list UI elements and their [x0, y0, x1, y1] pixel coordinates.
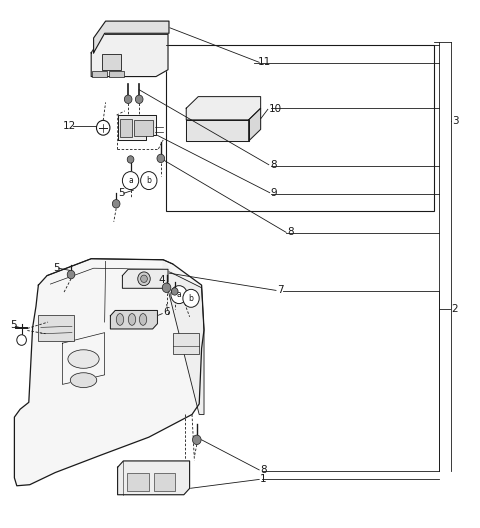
- Text: 12: 12: [62, 121, 76, 130]
- Ellipse shape: [70, 373, 96, 388]
- Circle shape: [157, 154, 165, 163]
- Polygon shape: [118, 115, 156, 140]
- Text: 5: 5: [119, 188, 125, 198]
- Text: 10: 10: [269, 105, 282, 114]
- Polygon shape: [163, 260, 204, 414]
- Circle shape: [124, 95, 132, 103]
- Ellipse shape: [68, 350, 99, 369]
- Text: 7: 7: [277, 286, 284, 295]
- Bar: [154, 473, 175, 491]
- Circle shape: [96, 120, 110, 135]
- Bar: [127, 473, 149, 491]
- Polygon shape: [110, 310, 157, 329]
- Circle shape: [135, 95, 143, 103]
- Polygon shape: [122, 269, 168, 288]
- Bar: [109, 71, 124, 77]
- Text: a: a: [128, 176, 133, 185]
- Text: 8: 8: [287, 228, 294, 237]
- Circle shape: [183, 289, 199, 307]
- Bar: [120, 119, 132, 137]
- Polygon shape: [249, 108, 261, 141]
- Text: 1: 1: [260, 475, 267, 484]
- Polygon shape: [91, 34, 168, 77]
- Polygon shape: [14, 259, 204, 486]
- Bar: [38, 315, 74, 341]
- Bar: [92, 71, 107, 77]
- Ellipse shape: [140, 314, 147, 325]
- Bar: [173, 333, 199, 354]
- Text: 3: 3: [453, 117, 459, 126]
- Bar: [166, 45, 434, 211]
- Text: 5: 5: [11, 320, 17, 329]
- Text: a: a: [177, 290, 181, 299]
- Circle shape: [138, 272, 150, 286]
- Circle shape: [141, 275, 147, 282]
- Polygon shape: [94, 21, 169, 53]
- Circle shape: [17, 335, 26, 345]
- Bar: [102, 54, 121, 70]
- Circle shape: [192, 435, 201, 445]
- Text: 2: 2: [451, 304, 458, 314]
- Circle shape: [141, 172, 157, 190]
- Text: b: b: [146, 176, 151, 185]
- Text: 5: 5: [53, 263, 60, 273]
- Text: 8: 8: [260, 465, 267, 475]
- Polygon shape: [118, 461, 190, 495]
- Circle shape: [67, 270, 75, 279]
- Text: 4: 4: [158, 275, 165, 285]
- Text: 6: 6: [163, 307, 170, 316]
- Ellipse shape: [117, 314, 124, 325]
- Polygon shape: [186, 120, 249, 141]
- Circle shape: [171, 288, 178, 295]
- Text: 11: 11: [258, 57, 272, 67]
- Circle shape: [171, 286, 187, 304]
- Polygon shape: [186, 97, 261, 120]
- Ellipse shape: [129, 314, 136, 325]
- Circle shape: [112, 200, 120, 208]
- Text: 8: 8: [270, 160, 276, 169]
- Circle shape: [122, 172, 139, 190]
- Circle shape: [162, 283, 171, 293]
- Text: 9: 9: [271, 188, 277, 197]
- Circle shape: [127, 156, 134, 163]
- Bar: [134, 120, 153, 136]
- Text: b: b: [189, 294, 193, 303]
